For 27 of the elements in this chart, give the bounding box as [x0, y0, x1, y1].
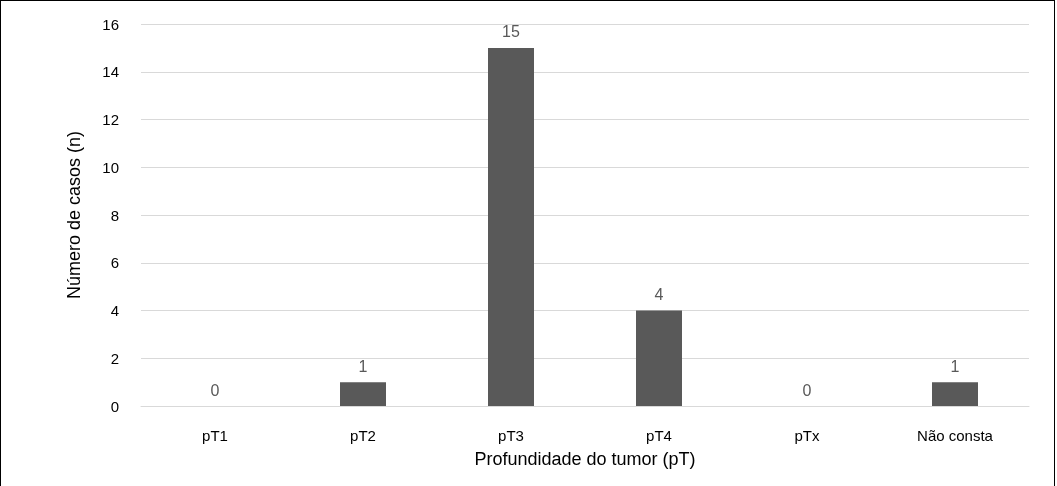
- x-tick-label: pTx: [794, 427, 820, 444]
- y-tick-label: 8: [110, 206, 119, 224]
- y-tick-label: 10: [102, 158, 119, 176]
- x-axis-title: Profundidade do tumor (pT): [474, 449, 696, 469]
- bar: [636, 310, 682, 406]
- data-label: 0: [802, 381, 812, 399]
- data-label: 1: [950, 357, 960, 375]
- bar: [340, 382, 386, 406]
- bar: [488, 47, 534, 406]
- bar: [932, 382, 978, 406]
- y-axis-title: Número de casos (n): [64, 130, 84, 300]
- y-tick-label: 0: [110, 397, 119, 415]
- data-label: 4: [654, 286, 664, 303]
- x-tick-label: pT3: [498, 427, 524, 444]
- y-tick-label: 6: [110, 254, 119, 272]
- data-label: 1: [358, 357, 368, 375]
- x-tick-label: Não consta: [917, 427, 994, 444]
- y-tick-label: 2: [110, 349, 119, 367]
- data-label: 15: [502, 23, 520, 41]
- x-tick-label: pT4: [646, 427, 672, 444]
- x-tick-label: pT2: [350, 427, 376, 444]
- y-tick-label: 4: [110, 302, 119, 319]
- y-tick-label: 12: [102, 111, 119, 128]
- y-tick-label: 14: [102, 63, 119, 81]
- x-tick-label: pT1: [202, 427, 228, 444]
- y-tick-label: 16: [102, 15, 119, 33]
- data-label: 0: [210, 381, 220, 399]
